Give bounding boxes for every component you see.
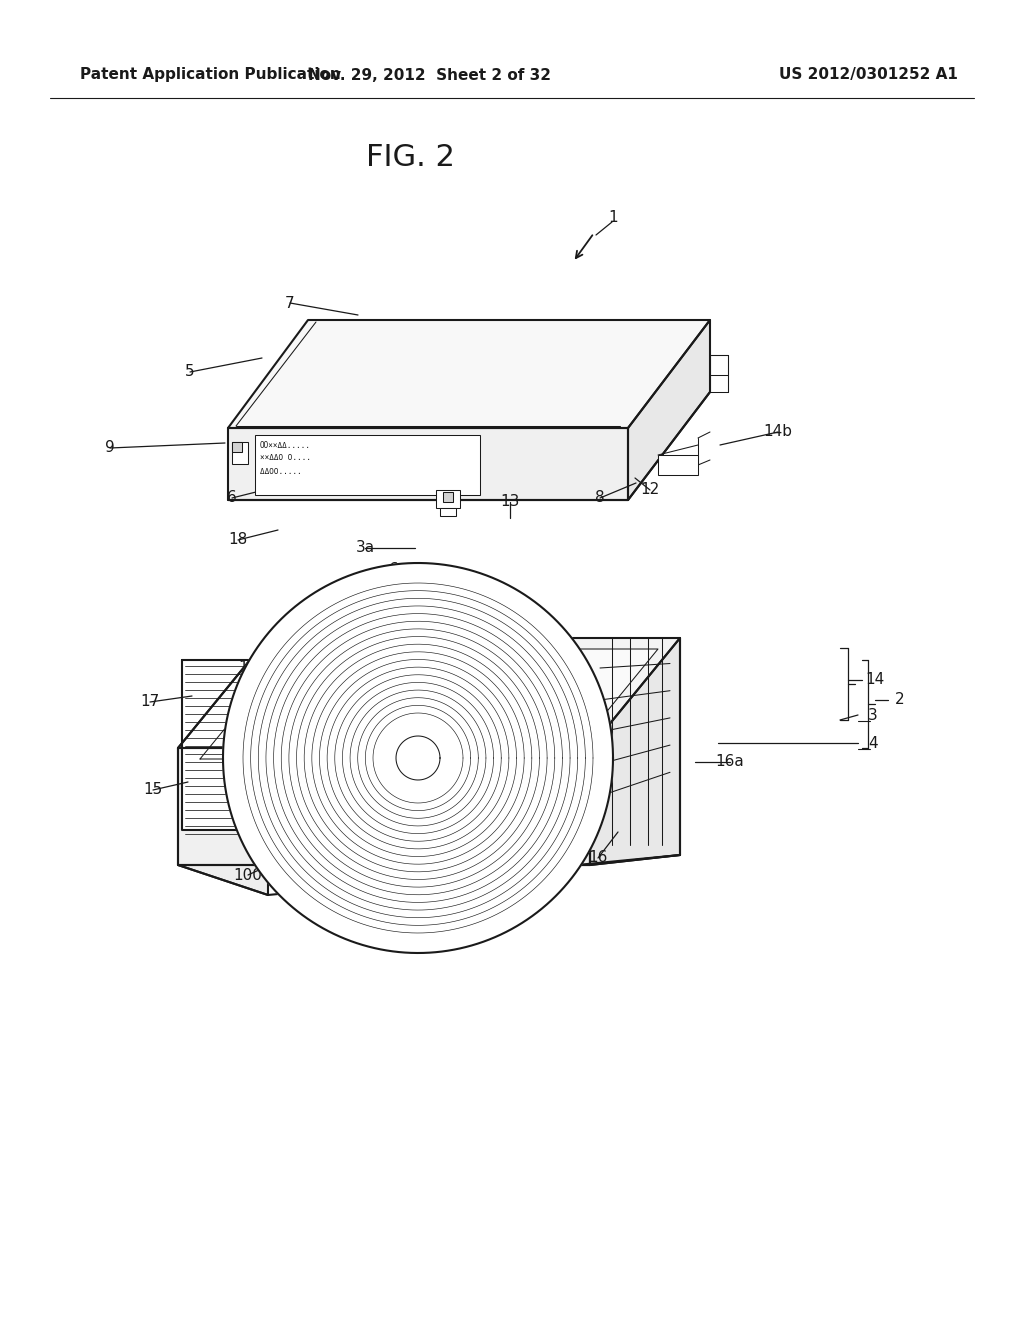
Text: US 2012/0301252 A1: US 2012/0301252 A1 xyxy=(778,67,957,82)
Text: 8: 8 xyxy=(595,491,605,506)
Polygon shape xyxy=(270,645,452,678)
Bar xyxy=(255,436,480,495)
Text: 17: 17 xyxy=(140,694,160,710)
Text: 1: 1 xyxy=(608,210,617,226)
Polygon shape xyxy=(590,638,680,865)
Text: 100: 100 xyxy=(534,751,562,766)
Text: Patent Application Publication: Patent Application Publication xyxy=(80,67,341,82)
Text: 16: 16 xyxy=(589,850,607,866)
Text: 3: 3 xyxy=(868,708,878,722)
Text: 16: 16 xyxy=(239,660,258,676)
Polygon shape xyxy=(178,638,268,895)
Text: 100a: 100a xyxy=(509,638,547,652)
Text: 18: 18 xyxy=(228,532,248,548)
Bar xyxy=(443,492,453,502)
Text: 6a: 6a xyxy=(388,562,408,578)
Text: 14b: 14b xyxy=(764,425,793,440)
Text: 100: 100 xyxy=(233,867,262,883)
Polygon shape xyxy=(396,737,440,780)
Bar xyxy=(232,442,248,465)
Text: 3a: 3a xyxy=(355,540,375,556)
Polygon shape xyxy=(628,319,710,500)
Text: 16c: 16c xyxy=(346,635,374,649)
Text: 4: 4 xyxy=(868,735,878,751)
Text: FIG. 2: FIG. 2 xyxy=(366,144,455,173)
Text: 4a: 4a xyxy=(411,620,429,635)
Polygon shape xyxy=(228,319,710,428)
Text: 6: 6 xyxy=(227,491,237,506)
Text: 12: 12 xyxy=(640,483,659,498)
Polygon shape xyxy=(228,428,628,500)
Polygon shape xyxy=(178,748,590,865)
Bar xyxy=(436,490,460,508)
Text: ΔΔΟΟ.....: ΔΔΟΟ..... xyxy=(260,466,311,475)
Text: 15: 15 xyxy=(143,783,163,797)
Polygon shape xyxy=(182,660,258,830)
Polygon shape xyxy=(223,564,613,953)
Text: OO××ΔΔ.....: OO××ΔΔ..... xyxy=(260,441,311,450)
Bar xyxy=(658,455,698,475)
Text: ××ΔΔΟ Ο....: ××ΔΔΟ Ο.... xyxy=(260,454,311,462)
Text: 16a: 16a xyxy=(424,638,453,652)
Text: 16a: 16a xyxy=(716,755,744,770)
Text: 5: 5 xyxy=(185,364,195,380)
Text: 9: 9 xyxy=(105,441,115,455)
Text: 14: 14 xyxy=(865,672,885,688)
Text: 16c: 16c xyxy=(361,620,389,635)
Bar xyxy=(710,355,728,392)
Text: 100: 100 xyxy=(315,880,344,895)
Bar xyxy=(232,442,242,451)
Text: 2: 2 xyxy=(895,693,905,708)
Bar xyxy=(440,508,456,516)
Text: 16b: 16b xyxy=(421,911,450,925)
Text: Nov. 29, 2012  Sheet 2 of 32: Nov. 29, 2012 Sheet 2 of 32 xyxy=(308,67,552,82)
Polygon shape xyxy=(178,638,680,748)
Polygon shape xyxy=(200,649,658,759)
Text: 13: 13 xyxy=(501,495,520,510)
Text: 7: 7 xyxy=(286,296,295,310)
